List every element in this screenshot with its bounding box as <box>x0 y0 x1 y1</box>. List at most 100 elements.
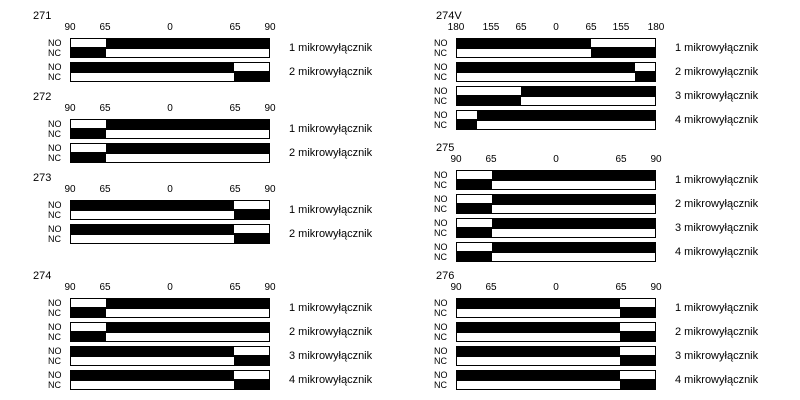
microswitch-row: NO NC 1 mikrowyłącznik <box>434 170 758 190</box>
closed-segment <box>105 299 269 307</box>
angle-scale: 90 65 0 65 90 <box>450 282 661 294</box>
no-contact-bar <box>456 218 656 228</box>
closed-segment <box>71 154 106 162</box>
angle-tick-label: 65 <box>229 282 241 293</box>
closed-segment <box>457 229 492 237</box>
nc-label: NC <box>48 129 61 139</box>
closed-segment <box>457 97 522 105</box>
microswitch-name: 2 mikrowyłącznik <box>289 228 373 240</box>
no-label: NO <box>434 242 448 252</box>
closed-segment <box>620 333 655 341</box>
angle-tick-label: 90 <box>450 282 462 293</box>
closed-segment <box>457 181 492 189</box>
closed-segment <box>105 323 269 331</box>
angle-tick-label: 90 <box>650 154 662 165</box>
microswitch-name: 1 mikrowyłącznik <box>675 302 759 314</box>
no-label: NO <box>48 322 62 332</box>
no-contact-bar <box>70 224 270 234</box>
closed-segment <box>457 323 621 331</box>
microswitch-row: NO NC 4 mikrowyłącznik <box>48 370 372 390</box>
nc-contact-bar <box>456 96 656 106</box>
closed-segment <box>491 195 655 203</box>
no-contact-bar <box>456 194 656 204</box>
angle-tick-label: 90 <box>64 184 76 195</box>
closed-segment <box>491 219 655 227</box>
nc-contact-bar <box>456 308 656 318</box>
no-label: NO <box>48 346 62 356</box>
no-contact-bar <box>70 119 270 129</box>
closed-segment <box>71 347 235 355</box>
nc-label: NC <box>434 308 447 318</box>
microswitch-row: NO NC 4 mikrowyłącznik <box>434 242 758 262</box>
nc-label: NC <box>434 120 447 130</box>
microswitch-row: NO NC 2 mikrowyłącznik <box>434 62 758 82</box>
nc-contact-bar <box>70 48 270 58</box>
closed-segment <box>457 205 492 213</box>
nc-contact-bar <box>70 308 270 318</box>
no-label: NO <box>48 119 62 129</box>
microswitch-name: 1 mikrowyłącznik <box>289 42 373 54</box>
nc-contact-bar <box>456 180 656 190</box>
closed-segment <box>590 49 655 57</box>
group-title: 276 <box>436 270 455 282</box>
no-label: NO <box>434 194 448 204</box>
no-label: NO <box>48 224 62 234</box>
nc-contact-bar <box>456 72 656 82</box>
nc-contact-bar <box>456 332 656 342</box>
angle-tick-label: 155 <box>482 22 500 33</box>
angle-tick-label: 90 <box>264 103 276 114</box>
nc-label: NC <box>434 180 447 190</box>
closed-segment <box>620 381 655 389</box>
angle-tick-label: 155 <box>612 22 630 33</box>
closed-segment <box>457 39 591 47</box>
microswitch-row: NO NC 2 mikrowyłącznik <box>48 62 372 82</box>
closed-segment <box>71 63 235 71</box>
closed-segment <box>71 309 106 317</box>
angle-tick-label: 90 <box>64 103 76 114</box>
microswitch-name: 2 mikrowyłącznik <box>289 66 373 78</box>
group-title: 272 <box>33 91 52 103</box>
closed-segment <box>71 333 106 341</box>
no-label: NO <box>434 110 448 120</box>
no-label: NO <box>434 218 448 228</box>
angle-tick-label: 0 <box>553 22 559 33</box>
angle-tick-label: 65 <box>485 282 497 293</box>
microswitch-row: NO NC 4 mikrowyłącznik <box>434 110 758 130</box>
no-contact-bar <box>456 170 656 180</box>
closed-segment <box>476 111 655 119</box>
angle-tick-label: 65 <box>515 22 527 33</box>
angle-tick-label: 0 <box>167 22 173 33</box>
nc-label: NC <box>48 308 61 318</box>
microswitch-row: NO NC 3 mikrowyłącznik <box>434 346 758 366</box>
nc-contact-bar <box>456 120 656 130</box>
closed-segment <box>457 371 621 379</box>
angle-tick-label: 90 <box>264 184 276 195</box>
microswitch-name: 4 mikrowyłącznik <box>289 374 373 386</box>
nc-label: NC <box>434 332 447 342</box>
nc-contact-bar <box>456 380 656 390</box>
closed-segment <box>105 144 269 152</box>
group-title: 271 <box>33 10 52 22</box>
no-contact-bar <box>70 322 270 332</box>
no-label: NO <box>434 346 448 356</box>
no-label: NO <box>434 62 448 72</box>
nc-contact-bar <box>70 332 270 342</box>
nc-contact-bar <box>456 48 656 58</box>
angle-scale: 90 65 0 65 90 <box>64 282 275 294</box>
angle-tick-label: 0 <box>553 282 559 293</box>
closed-segment <box>491 171 655 179</box>
no-label: NO <box>48 62 62 72</box>
nc-label: NC <box>48 72 61 82</box>
nc-contact-bar <box>70 72 270 82</box>
microswitch-name: 4 mikrowyłącznik <box>675 114 759 126</box>
closed-segment <box>71 225 235 233</box>
angle-tick-label: 65 <box>485 154 497 165</box>
microswitch-name: 4 mikrowyłącznik <box>675 374 759 386</box>
microswitch-name: 2 mikrowyłącznik <box>675 66 759 78</box>
no-label: NO <box>434 170 448 180</box>
angle-scale: 90 65 0 65 90 <box>450 154 661 166</box>
nc-label: NC <box>434 380 447 390</box>
closed-segment <box>234 235 269 243</box>
nc-label: NC <box>434 252 447 262</box>
angle-tick-label: 65 <box>99 282 111 293</box>
